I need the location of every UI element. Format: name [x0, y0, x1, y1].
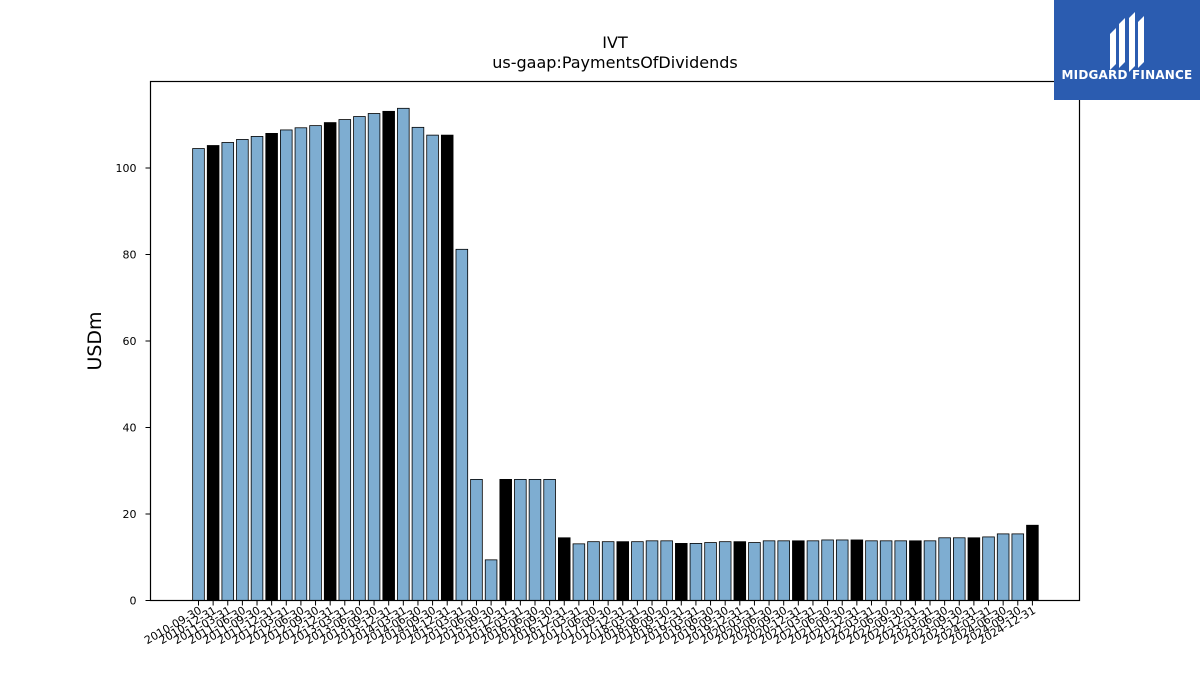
bar-2017-12-31 — [616, 541, 630, 601]
bar-2022-06-30 — [879, 540, 893, 601]
brand-logo: MIDGARD FINANCE — [1054, 0, 1200, 100]
bar-2018-09-30 — [660, 540, 673, 601]
bar-2011-09-30 — [250, 136, 264, 601]
plot-frame — [149, 80, 1081, 602]
chart-title: IVT — [602, 33, 628, 52]
bar-2022-03-31 — [865, 540, 878, 601]
bar-2017-09-30 — [601, 541, 615, 601]
bar-2024-12-31 — [1026, 524, 1039, 601]
bar-2014-09-30 — [426, 134, 439, 601]
bar-2024-09-30 — [1011, 533, 1025, 601]
bar-2010-09-30 — [192, 148, 205, 601]
bar-2024-03-31 — [982, 536, 995, 601]
y-tick-label: 0 — [130, 595, 137, 608]
chart-subtitle: us-gaap:PaymentsOfDividends — [492, 53, 737, 72]
bar-2013-03-31 — [338, 119, 352, 601]
bar-2015-12-31 — [499, 478, 512, 601]
bar-2019-03-31 — [689, 543, 703, 601]
bar-2013-09-30 — [367, 113, 381, 601]
bar-2020-09-30 — [777, 540, 790, 601]
bar-2019-09-30 — [718, 541, 732, 601]
bar-2017-06-30 — [587, 541, 600, 601]
bar-2021-06-30 — [821, 539, 834, 601]
bar-2020-06-30 — [762, 540, 776, 601]
bar-2018-12-31 — [675, 543, 688, 601]
bar-2010-12-31 — [206, 145, 220, 601]
bar-2012-09-30 — [309, 125, 322, 601]
bar-2011-06-30 — [236, 139, 249, 601]
bar-2012-03-31 — [280, 129, 293, 601]
y-axis-label: USDm — [84, 311, 106, 370]
bars — [192, 107, 1039, 601]
bar-2016-03-31 — [514, 478, 527, 601]
bar-2012-12-31 — [323, 122, 337, 601]
bar-2015-06-30 — [470, 478, 483, 601]
y-tick-label: 60 — [123, 335, 137, 348]
bar-2013-06-30 — [353, 116, 366, 601]
bar-2018-03-31 — [631, 541, 644, 601]
y-tick-label: 80 — [123, 249, 137, 262]
y-tick-label: 20 — [123, 508, 137, 521]
bar-2016-12-31 — [558, 537, 571, 601]
y-axis-ticks: 0 20 40 60 80 100 — [116, 162, 151, 608]
bar-2023-09-30 — [953, 537, 966, 601]
x-axis-ticks: 2010-09-302010-12-312011-03-312011-06-30… — [142, 600, 1038, 647]
bar-2014-06-30 — [411, 126, 425, 601]
bar-2016-06-30 — [528, 478, 542, 601]
y-tick-label: 100 — [116, 162, 137, 175]
bar-2024-06-30 — [996, 533, 1010, 601]
bar-2020-03-31 — [748, 542, 761, 601]
bar-2021-03-31 — [806, 540, 820, 601]
bar-2020-12-31 — [792, 540, 805, 601]
bar-2015-09-30 — [484, 559, 498, 601]
bar-2017-03-31 — [572, 543, 586, 601]
bar-2021-09-30 — [835, 539, 849, 601]
bar-2012-06-30 — [294, 127, 308, 601]
bar-2023-06-30 — [938, 537, 951, 601]
bar-2023-03-31 — [923, 540, 937, 601]
logo-mark-icon — [1054, 0, 1200, 100]
bar-2018-06-30 — [645, 540, 659, 601]
y-tick-label: 40 — [123, 422, 137, 435]
bar-2022-09-30 — [894, 540, 907, 601]
bar-2019-06-30 — [704, 542, 717, 601]
logo-text: MIDGARD FINANCE — [1061, 68, 1193, 82]
bar-2014-03-31 — [397, 107, 410, 601]
bar-2019-12-31 — [733, 541, 747, 601]
bar-2016-09-30 — [543, 478, 556, 601]
bar-2011-03-31 — [221, 142, 235, 601]
bar-2011-12-31 — [265, 132, 278, 601]
bar-2021-12-31 — [850, 539, 864, 601]
bar-2015-03-31 — [455, 248, 469, 601]
bar-2013-12-31 — [382, 110, 395, 601]
bar-2014-12-31 — [440, 134, 454, 601]
bar-2022-12-31 — [909, 540, 922, 601]
bar-2023-12-31 — [967, 537, 981, 601]
